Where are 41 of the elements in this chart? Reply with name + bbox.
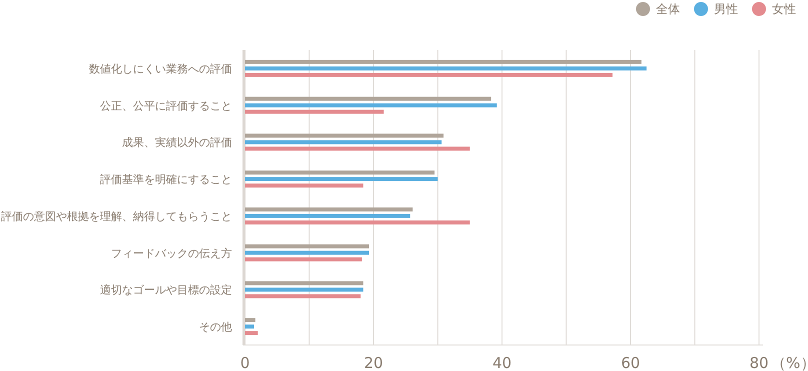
legend-label: 全体: [656, 2, 680, 16]
bar: [245, 110, 384, 114]
bar: [245, 96, 492, 101]
legend-label: 男性: [714, 2, 738, 16]
bar: [245, 72, 613, 77]
bar: [245, 294, 361, 298]
bar: [245, 214, 410, 218]
y-tick-label: 評価基準を明確にすること: [100, 173, 232, 186]
bar: [245, 103, 497, 108]
bar: [245, 177, 438, 182]
bar: [245, 66, 647, 70]
legend-label: 女性: [772, 2, 796, 16]
bar: [245, 140, 442, 144]
y-tick-label: 適切なゴールや目標の設定: [100, 284, 232, 297]
x-axis-title: （%）: [771, 354, 808, 371]
bar: [245, 146, 470, 151]
x-tick-label: 60: [620, 354, 640, 371]
x-tick-label: 0: [240, 354, 250, 371]
bar: [245, 220, 470, 224]
bar: [245, 207, 413, 212]
x-tick-label: 80: [749, 354, 769, 371]
y-tick-label: 数値化しにくい業務への評価: [89, 62, 232, 76]
y-tick-label: その他: [199, 320, 232, 334]
bar: [245, 318, 256, 322]
bar: [245, 170, 435, 175]
bar: [245, 324, 254, 329]
bar: [245, 250, 370, 255]
bar: [245, 244, 370, 248]
y-tick-label: 公正、公平に評価すること: [100, 99, 232, 112]
bar: [245, 257, 362, 262]
y-tick-label: フィードバックの伝え方: [111, 246, 232, 260]
y-tick-label: 評価の意図や根拠を理解、納得してもらうこと: [1, 210, 232, 223]
bar: [245, 288, 364, 292]
y-tick-label: 成果、実績以外の評価: [122, 136, 232, 150]
x-tick-label: 20: [364, 354, 384, 371]
bar: [245, 60, 642, 64]
bar: [245, 184, 364, 188]
bar: [245, 331, 258, 336]
bar: [245, 134, 444, 138]
bar: [245, 281, 364, 286]
x-tick-label: 40: [492, 354, 512, 371]
